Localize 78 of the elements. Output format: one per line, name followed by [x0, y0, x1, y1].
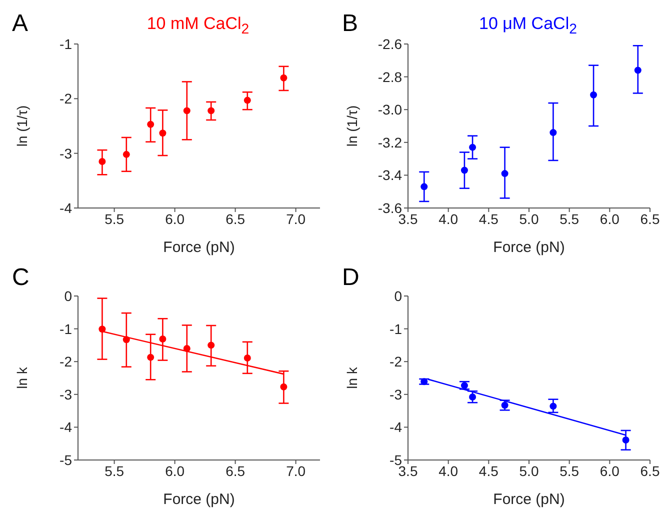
x-tick-label: 4.0 [438, 210, 458, 227]
point [550, 402, 557, 410]
point [590, 91, 598, 98]
y-tick-label: -1 [60, 36, 72, 52]
point [634, 66, 642, 74]
y-tick-label: -1 [390, 320, 402, 337]
x-tick-label: 4.0 [438, 462, 458, 479]
point [469, 144, 476, 151]
y-tick-label: -4 [390, 419, 402, 436]
y-tick-label: -2 [60, 90, 72, 107]
text: D [342, 264, 360, 292]
point [550, 129, 557, 136]
y-tick-label: 0 [64, 288, 72, 304]
point [460, 166, 468, 174]
x-tick-label: 5.5 [104, 210, 124, 227]
x-axis-title: Force (pN) [493, 239, 565, 256]
y-axis-title: ln (1/τ) [344, 105, 360, 147]
y-tick-label: 0 [394, 288, 402, 304]
y-tick-label: -5 [60, 452, 72, 468]
point [469, 394, 476, 401]
point [622, 436, 630, 444]
x-axis-title: Force (pN) [493, 491, 565, 508]
point [420, 183, 428, 190]
y-tick-label: -1 [60, 320, 72, 337]
x-tick-label: 5.0 [519, 210, 539, 227]
y-tick-label: -2 [60, 354, 72, 370]
x-tick-label: 4.5 [478, 210, 499, 227]
x-axis-title: Force (pN) [163, 239, 235, 256]
y-tick-label: -3 [60, 386, 72, 402]
y-tick-label: -2.6 [378, 36, 402, 52]
y-tick-label: -3.0 [378, 102, 402, 118]
point [208, 107, 215, 114]
point [147, 354, 154, 361]
point [159, 335, 166, 342]
x-tick-label: 7.0 [286, 210, 306, 227]
text: C [12, 264, 30, 292]
y-axis-title: ln k [344, 366, 360, 389]
y-tick-label: -2.8 [378, 68, 402, 85]
y-tick-label: -2 [390, 354, 402, 370]
y-tick-label: -3 [60, 145, 72, 162]
x-tick-label: 6.0 [600, 462, 620, 479]
y-tick-label: -3 [390, 386, 402, 402]
point [98, 158, 106, 166]
x-tick-label: 6.5 [640, 210, 660, 227]
x-tick-label: 7.0 [286, 462, 306, 479]
y-axis-title: ln k [14, 366, 30, 389]
x-tick-label: 5.5 [104, 462, 124, 479]
x-axis-title: Force (pN) [163, 491, 235, 508]
point [98, 326, 106, 333]
x-tick-label: 4.5 [478, 462, 499, 479]
x-tick-label: 6.0 [165, 210, 185, 227]
point [280, 383, 288, 390]
x-tick-label: 6.5 [226, 210, 246, 227]
point [183, 107, 190, 114]
x-tick-label: 6.0 [165, 462, 185, 479]
point [208, 342, 215, 349]
y-tick-label: -3.4 [378, 167, 402, 184]
point [244, 354, 251, 362]
y-tick-label: -4 [60, 200, 72, 216]
point [501, 170, 508, 178]
y-tick-label: -3.2 [378, 134, 402, 150]
point [122, 150, 130, 158]
point [280, 74, 288, 82]
text: B [342, 10, 358, 38]
x-tick-label: 5.5 [560, 462, 580, 479]
y-axis-title: ln (1/τ) [14, 105, 30, 147]
chart-title: 10 mM CaCl$_{2}$ [146, 14, 250, 38]
point [244, 96, 251, 104]
x-tick-label: 5.5 [560, 210, 580, 227]
point [147, 120, 154, 128]
x-tick-label: 5.0 [519, 462, 539, 479]
x-tick-label: 6.5 [640, 462, 660, 479]
y-tick-label: -4 [60, 419, 72, 436]
text: A [12, 10, 28, 38]
x-tick-label: 6.0 [600, 210, 620, 227]
chart-title: 10 μM CaCl$_{2}$ [478, 14, 578, 38]
point [159, 130, 166, 137]
x-tick-label: 6.5 [226, 462, 246, 479]
